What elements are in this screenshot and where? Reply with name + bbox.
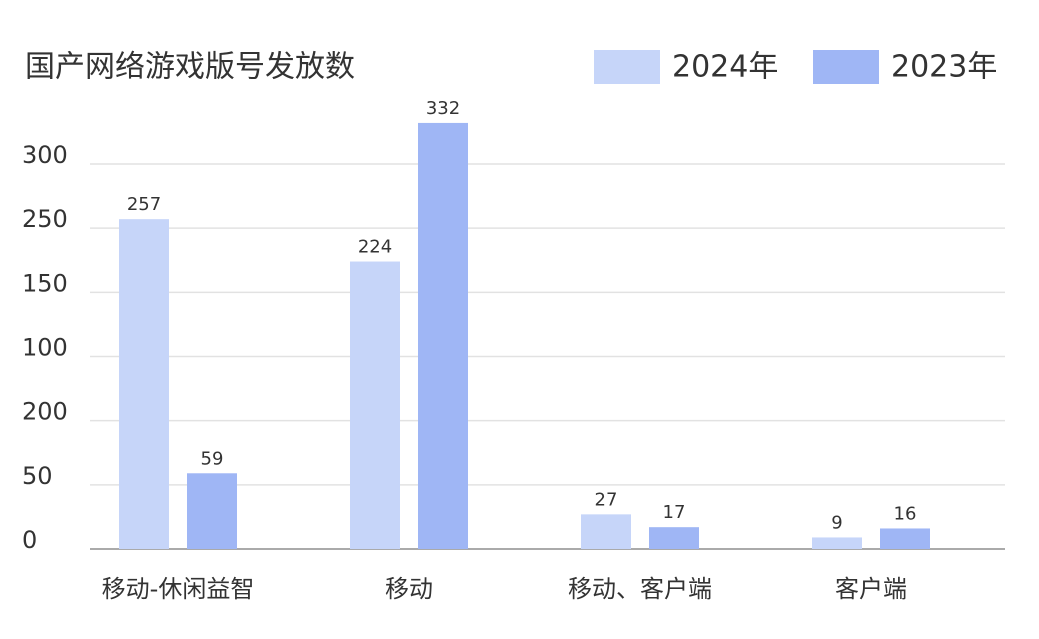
x-tick-label: 客户端 [835, 575, 907, 603]
x-tick-label: 移动、客户端 [568, 575, 712, 603]
y-tick-label: 250 [22, 205, 68, 233]
bar [119, 219, 169, 549]
y-tick-label: 0 [22, 526, 37, 554]
y-tick-label: 100 [22, 334, 68, 362]
value-label: 224 [358, 237, 392, 258]
value-label: 59 [201, 448, 224, 469]
value-label: 332 [426, 98, 460, 119]
legend-label: 2023年 [891, 50, 997, 85]
bar [418, 122, 468, 549]
legend-label: 2024年 [672, 50, 778, 85]
value-label: 16 [894, 503, 917, 524]
y-tick-label: 200 [22, 398, 68, 426]
y-tick-label: 150 [22, 269, 68, 297]
bar [581, 514, 631, 549]
bar [350, 261, 400, 549]
value-label: 17 [663, 502, 686, 523]
value-label: 257 [127, 194, 161, 215]
bar [187, 473, 237, 549]
x-tick-label: 移动-休闲益智 [102, 575, 255, 603]
y-tick-label: 300 [22, 141, 68, 169]
value-label: 9 [831, 512, 842, 533]
x-tick-label: 移动 [385, 575, 433, 603]
bar [880, 528, 930, 549]
legend-swatch [594, 50, 660, 84]
bar [649, 527, 699, 549]
value-label: 27 [595, 489, 618, 510]
chart-title: 国产网络游戏版号发放数 [25, 50, 355, 85]
legend-swatch [813, 50, 879, 84]
bar [812, 537, 862, 549]
y-tick-label: 50 [22, 462, 53, 490]
